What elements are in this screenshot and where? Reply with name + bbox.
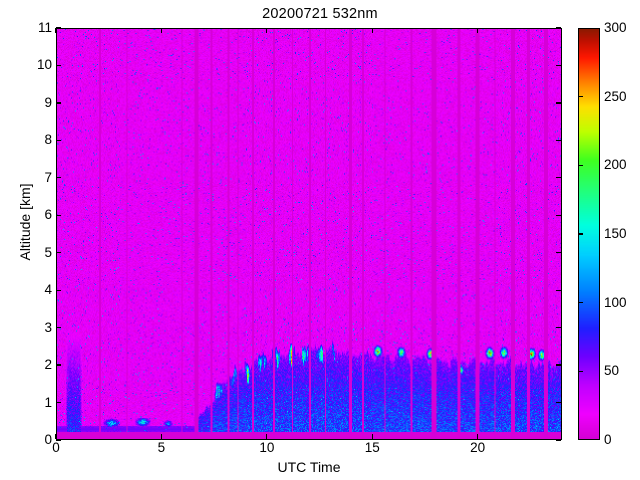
colorbar-tick-mark xyxy=(578,370,583,372)
y-tick-mark xyxy=(56,102,61,104)
x-tick-mark xyxy=(55,433,57,439)
y-tick-label: 9 xyxy=(44,94,52,110)
colorbar-tick-label: 150 xyxy=(604,226,627,241)
x-tick-mark-top xyxy=(266,28,268,33)
y-tick-mark xyxy=(555,326,561,329)
y-tick-label: 1 xyxy=(44,394,52,410)
y-tick-label: 5 xyxy=(44,244,52,260)
x-tick-mark-top xyxy=(477,28,479,33)
y-tick-mark xyxy=(555,289,561,291)
x-tick-mark xyxy=(371,433,373,439)
y-tick-mark xyxy=(555,252,561,254)
y-tick-label: 3 xyxy=(44,319,52,335)
y-tick-mark xyxy=(555,364,561,366)
y-tick-label: 0 xyxy=(44,432,52,447)
colorbar-tick-label: 300 xyxy=(604,20,627,35)
y-tick-label: 11 xyxy=(37,20,52,35)
colorbar-gradient xyxy=(579,29,599,439)
y-tick-label: 7 xyxy=(44,169,52,185)
y-tick-mark xyxy=(56,214,61,216)
y-tick-mark xyxy=(56,364,61,366)
y-tick-mark xyxy=(555,102,561,104)
colorbar-tick-mark xyxy=(578,164,583,166)
y-tick-mark xyxy=(555,401,561,404)
y-tick-mark xyxy=(56,401,61,404)
y-tick-mark xyxy=(555,64,561,67)
y-tick-mark xyxy=(555,439,561,441)
y-tick-mark xyxy=(56,27,61,29)
y-tick-mark xyxy=(56,326,61,329)
x-tick-mark xyxy=(477,433,479,439)
y-tick-mark xyxy=(56,177,61,179)
y-tick-label: 4 xyxy=(44,282,52,298)
y-tick-mark xyxy=(56,139,61,141)
x-tick-label: 5 xyxy=(157,440,166,455)
heatmap-canvas xyxy=(57,29,561,439)
y-tick-mark xyxy=(555,139,561,141)
chart-title: 20200721 532nm xyxy=(262,6,378,22)
y-tick-mark xyxy=(555,177,561,179)
x-tick-label: 0 xyxy=(52,440,60,455)
x-tick-mark xyxy=(160,433,163,439)
y-tick-mark xyxy=(56,439,61,441)
colorbar-tick-mark xyxy=(578,96,583,98)
colorbar-tick-label: 50 xyxy=(604,363,620,379)
colorbar-tick-label: 250 xyxy=(604,88,627,104)
colorbar-tick-label: 100 xyxy=(604,294,627,310)
colorbar-tick-label: 200 xyxy=(604,157,627,173)
y-tick-mark xyxy=(555,214,561,216)
y-tick-mark xyxy=(56,64,61,67)
y-tick-mark xyxy=(56,252,61,254)
x-tick-label: 20 xyxy=(470,440,486,455)
y-tick-label: 8 xyxy=(44,132,52,148)
x-tick-label: 10 xyxy=(259,440,275,455)
y-tick-label: 6 xyxy=(44,207,52,223)
colorbar-tick-label: 0 xyxy=(604,432,612,447)
x-tick-mark xyxy=(266,433,268,439)
plot-area[interactable] xyxy=(56,28,562,440)
x-tick-mark-top xyxy=(55,28,57,33)
x-tick-label: 15 xyxy=(364,440,380,455)
y-tick-label: 2 xyxy=(44,357,52,373)
y-tick-mark xyxy=(56,289,61,291)
colorbar-tick-mark xyxy=(578,233,583,235)
x-tick-mark-top xyxy=(160,28,163,33)
y-tick-label: 10 xyxy=(36,57,52,73)
colorbar-tick-mark xyxy=(578,302,583,304)
x-axis-label: UTC Time xyxy=(277,459,341,475)
y-axis-label: Altitude [km] xyxy=(17,183,33,261)
x-tick-mark-top xyxy=(371,28,373,33)
y-tick-mark xyxy=(555,27,561,29)
